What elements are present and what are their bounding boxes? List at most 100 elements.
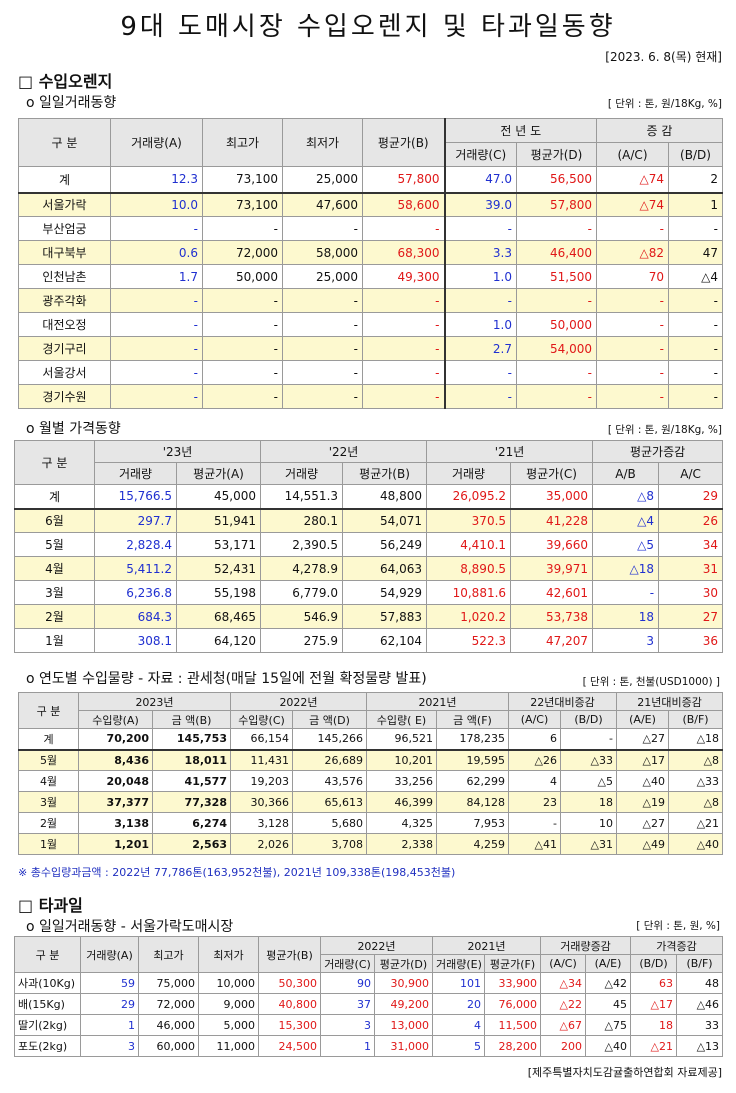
table-cell: 2,338 — [366, 833, 437, 855]
table-cell: - — [596, 312, 669, 337]
table-cell: 4,410.1 — [426, 532, 512, 557]
table-cell: 49,200 — [374, 993, 433, 1015]
table-cell: - — [110, 312, 203, 337]
table-cell: 33 — [676, 1014, 724, 1036]
header-gubun: 구 분 — [18, 118, 111, 167]
table-row: 5월 8,436 18,011 11,431 26,689 10,201 19,595 △26… — [18, 748, 724, 771]
table-cell: 62,299 — [436, 770, 509, 792]
table-cell: 11,000 — [198, 1035, 259, 1057]
table-cell: 10 — [559, 812, 618, 834]
table-cell: 53,171 — [175, 532, 262, 557]
table-cell: △46 — [676, 993, 724, 1015]
header-bf: (B/F) — [668, 710, 724, 729]
table-cell: - — [202, 288, 283, 313]
table-row: 대구북부 0.6 72,000 58,000 68,300 3.3 46,400 △82 47 — [18, 240, 723, 265]
table-cell: 13,000 — [374, 1014, 433, 1036]
table-cell: △40 — [584, 1035, 632, 1057]
header-amt-d: 금 액(D) — [292, 710, 367, 729]
table-cell: 30 — [658, 580, 724, 605]
table-cell: △34 — [540, 972, 586, 994]
table-cell: 76,000 — [484, 993, 541, 1015]
table-cell: 54,929 — [342, 580, 428, 605]
table-cell: △33 — [668, 770, 724, 792]
table-cell: △13 — [676, 1035, 724, 1057]
row-label: 광주각화 — [18, 288, 111, 313]
table-cell: △5 — [559, 770, 618, 792]
table-cell: 200 — [540, 1035, 586, 1057]
row-label: 딸기(2kg) — [14, 1014, 81, 1036]
table-cell: - — [282, 360, 363, 385]
header-ac: (A/C) — [596, 142, 669, 167]
table-cell: - — [516, 216, 597, 241]
monthly-price-table: 구 분 '23년 '22년 '21년 평균가증감 거래량 평균가(A) 거래량 … — [14, 440, 724, 653]
row-label: 계 — [18, 728, 79, 750]
table-cell: - — [282, 312, 363, 337]
table-cell: 68,465 — [175, 604, 262, 629]
table-cell: 50,300 — [258, 972, 321, 994]
table-cell: 39,971 — [510, 556, 594, 581]
table-cell: 3 — [80, 1035, 139, 1057]
table-cell: 37,377 — [78, 791, 153, 813]
header-gubun: 구 분 — [14, 440, 95, 485]
header-price-change: 가격증감 — [630, 936, 724, 955]
table-cell: 51,941 — [175, 507, 262, 533]
table-row: 5월 2,828.4 53,171 2,390.5 56,249 4,410.1 39,66… — [14, 532, 724, 557]
table-cell: 77,328 — [152, 791, 231, 813]
table-cell: △33 — [559, 748, 618, 771]
table-cell: 41,228 — [510, 507, 594, 533]
header-avg-f: 평균가(F) — [484, 954, 541, 973]
table-cell: 1 — [80, 1014, 139, 1036]
table-cell: 18,011 — [152, 748, 231, 771]
table-cell: 62,104 — [342, 628, 428, 653]
report-date: [2023. 6. 8(목) 현재] — [605, 50, 722, 64]
row-label: 1월 — [18, 833, 79, 855]
daily-subtitle: o 일일거래동향 — [26, 95, 117, 111]
table-cell: △8 — [668, 748, 724, 771]
table-cell: 64,063 — [342, 556, 428, 581]
table-cell: 3,128 — [230, 812, 293, 834]
table-cell: 70 — [596, 264, 669, 289]
table-cell: 54,071 — [342, 507, 428, 533]
table-row: 3월 6,236.8 55,198 6,779.0 54,929 10,881.6 42,6… — [14, 580, 724, 605]
table-cell: 29 — [658, 484, 724, 509]
table-cell: 275.9 — [260, 628, 344, 653]
table-cell: 5,000 — [198, 1014, 259, 1036]
table-cell: 1.7 — [110, 264, 203, 289]
table-cell: - — [596, 216, 669, 241]
row-label: 계 — [18, 166, 111, 193]
table-cell: - — [559, 728, 618, 750]
header-avg-d: 평균가(D) — [374, 954, 433, 973]
table-cell: 9,000 — [198, 993, 259, 1015]
table-cell: 28,200 — [484, 1035, 541, 1057]
table-cell: 1.0 — [443, 264, 517, 289]
table-cell: 7,953 — [436, 812, 509, 834]
table-cell: 75,000 — [138, 972, 199, 994]
table-cell: - — [362, 216, 445, 241]
table-cell: 68,300 — [362, 240, 445, 265]
table-cell: 297.7 — [94, 507, 177, 533]
table-cell: 19,595 — [436, 748, 509, 771]
section-heading-fruit: □ 타과일 — [18, 896, 83, 915]
table-cell: 96,521 — [366, 728, 437, 750]
table-cell: △8 — [592, 484, 660, 509]
table-cell: 2,390.5 — [260, 532, 344, 557]
table-cell: 54,000 — [516, 336, 597, 361]
header-change: 증 감 — [596, 118, 723, 143]
row-label: 인천남촌 — [18, 264, 111, 289]
table-cell: 65,613 — [292, 791, 367, 813]
fruit-unit: [ 단위 : 톤, 원, %] — [636, 920, 720, 932]
table-row: 계 70,200 145,753 66,154 145,266 96,521 178,235… — [18, 728, 724, 750]
row-label: 경기수원 — [18, 384, 111, 409]
row-label: 3월 — [18, 791, 79, 813]
header-avg-change: 평균가증감 — [592, 440, 724, 463]
row-label: 대구북부 — [18, 240, 111, 265]
header-ac: (A/C) — [540, 954, 586, 973]
table-cell: 46,399 — [366, 791, 437, 813]
table-cell: △17 — [630, 993, 678, 1015]
table-cell: △5 — [592, 532, 660, 557]
header-y21: 2021년 — [432, 936, 541, 955]
daily-unit: [ 단위 : 톤, 원/18Kg, %] — [607, 98, 722, 110]
table-cell: 1 — [668, 191, 723, 217]
header-vol-change: 거래량증감 — [539, 936, 632, 955]
table-cell: △74 — [596, 191, 669, 217]
